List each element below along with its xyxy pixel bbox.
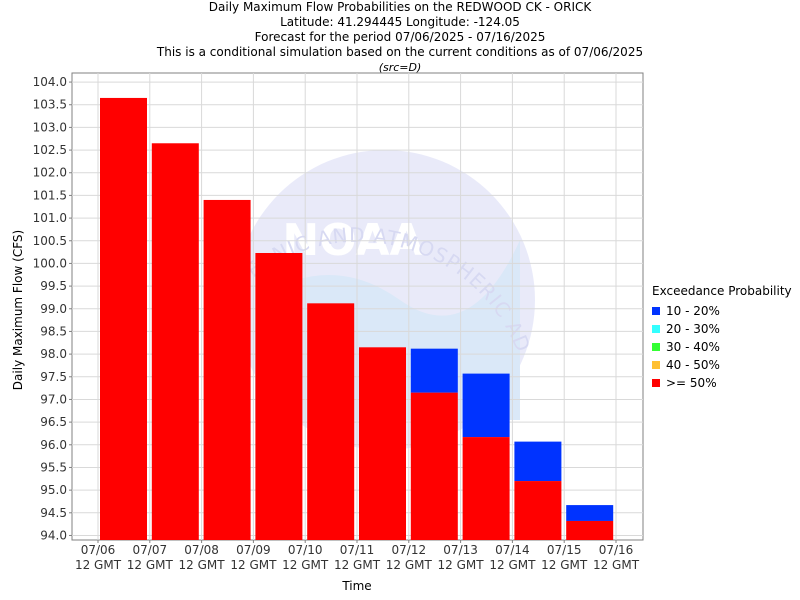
- x-tick-label-time: 12 GMT: [489, 558, 536, 572]
- y-tick-label: 101.0: [33, 211, 67, 225]
- y-tick-label: 94.5: [40, 506, 67, 520]
- x-tick-label-time: 12 GMT: [230, 558, 277, 572]
- y-tick-label: 94.0: [40, 528, 67, 542]
- y-tick-label: 96.0: [40, 438, 67, 452]
- y-tick-label: 95.5: [40, 460, 67, 474]
- y-tick-label: 102.5: [33, 143, 67, 157]
- y-tick-label: 100.5: [33, 234, 67, 248]
- legend-title: Exceedance Probability: [652, 284, 792, 298]
- bar-10-20-07-14: [514, 441, 562, 482]
- x-tick-label-date: 07/06: [81, 543, 116, 557]
- legend-label: 20 - 30%: [666, 322, 720, 336]
- chart-subtitle-conditions: This is a conditional simulation based o…: [156, 45, 644, 59]
- x-tick-label-time: 12 GMT: [541, 558, 588, 572]
- x-tick-label-time: 12 GMT: [386, 558, 433, 572]
- x-tick-label-time: 12 GMT: [438, 558, 485, 572]
- chart-subtitle-period: Forecast for the period 07/06/2025 - 07/…: [254, 30, 546, 44]
- legend-label: 30 - 40%: [666, 340, 720, 354]
- x-tick-label-time: 12 GMT: [127, 558, 174, 572]
- bar-ge50-07-13: [462, 437, 510, 540]
- y-tick-label: 104.0: [33, 75, 67, 89]
- y-tick-label: 102.0: [33, 166, 67, 180]
- x-tick-label-date: 07/09: [236, 543, 271, 557]
- bar-ge50-07-08: [203, 199, 251, 540]
- bar-ge50-07-11: [359, 347, 406, 540]
- chart-subtitle-location: Latitude: 41.294445 Longitude: -124.05: [280, 15, 520, 29]
- bar-10-20-07-12: [410, 348, 458, 393]
- legend-item: 30 - 40%: [652, 338, 792, 356]
- bar-ge50-07-15: [566, 520, 614, 540]
- y-axis-label: Daily Maximum Flow (CFS): [11, 230, 25, 390]
- legend-label: 10 - 20%: [666, 304, 720, 318]
- x-tick-label-date: 07/13: [443, 543, 478, 557]
- x-tick-label-date: 07/14: [495, 543, 530, 557]
- x-tick-label-date: 07/12: [392, 543, 427, 557]
- bar-10-20-07-15: [566, 505, 614, 521]
- y-tick-label: 101.5: [33, 188, 67, 202]
- legend-swatch: [652, 343, 660, 351]
- x-tick-label-date: 07/15: [547, 543, 582, 557]
- x-tick-label-date: 07/16: [599, 543, 634, 557]
- y-tick-label: 99.5: [40, 279, 67, 293]
- x-axis-label: Time: [341, 579, 371, 593]
- y-tick-label: 103.0: [33, 120, 67, 134]
- legend-label: >= 50%: [666, 376, 717, 390]
- y-tick-label: 100.0: [33, 256, 67, 270]
- chart-source-label: (src=D): [378, 61, 422, 74]
- x-tick-label-time: 12 GMT: [282, 558, 329, 572]
- y-tick-label: 96.5: [40, 415, 67, 429]
- y-tick-label: 97.0: [40, 392, 67, 406]
- x-tick-label-time: 12 GMT: [334, 558, 381, 572]
- x-tick-label-time: 12 GMT: [593, 558, 640, 572]
- x-tick-label-date: 07/11: [340, 543, 375, 557]
- bar-ge50-07-07: [151, 143, 199, 540]
- y-tick-label: 103.5: [33, 98, 67, 112]
- x-tick-label-time: 12 GMT: [179, 558, 226, 572]
- bar-10-20-07-13: [462, 373, 510, 438]
- legend-item: 20 - 30%: [652, 320, 792, 338]
- y-tick-label: 98.5: [40, 324, 67, 338]
- bar-ge50-07-10: [307, 303, 355, 540]
- legend-swatch: [652, 307, 660, 315]
- legend: Exceedance Probability 10 - 20% 20 - 30% 3…: [652, 284, 792, 392]
- legend-label: 40 - 50%: [666, 358, 720, 372]
- chart-titles: Daily Maximum Flow Probabilities on the …: [0, 0, 800, 75]
- bar-ge50-07-12: [410, 392, 458, 540]
- x-tick-label-time: 12 GMT: [75, 558, 122, 572]
- y-tick-label: 99.0: [40, 302, 67, 316]
- x-tick-label-date: 07/10: [288, 543, 323, 557]
- y-tick-label: 98.0: [40, 347, 67, 361]
- chart-title: Daily Maximum Flow Probabilities on the …: [208, 0, 592, 14]
- legend-item: 10 - 20%: [652, 302, 792, 320]
- y-tick-label: 95.0: [40, 483, 67, 497]
- legend-swatch: [652, 379, 660, 387]
- bar-ge50-07-14: [514, 481, 562, 540]
- legend-item: >= 50%: [652, 374, 792, 392]
- x-tick-label-date: 07/07: [133, 543, 168, 557]
- x-tick-label-date: 07/08: [184, 543, 219, 557]
- bar-ge50-07-09: [255, 252, 303, 540]
- legend-item: 40 - 50%: [652, 356, 792, 374]
- legend-swatch: [652, 361, 660, 369]
- bar-ge50-07-06: [100, 97, 147, 540]
- y-tick-label: 97.5: [40, 370, 67, 384]
- legend-swatch: [652, 325, 660, 333]
